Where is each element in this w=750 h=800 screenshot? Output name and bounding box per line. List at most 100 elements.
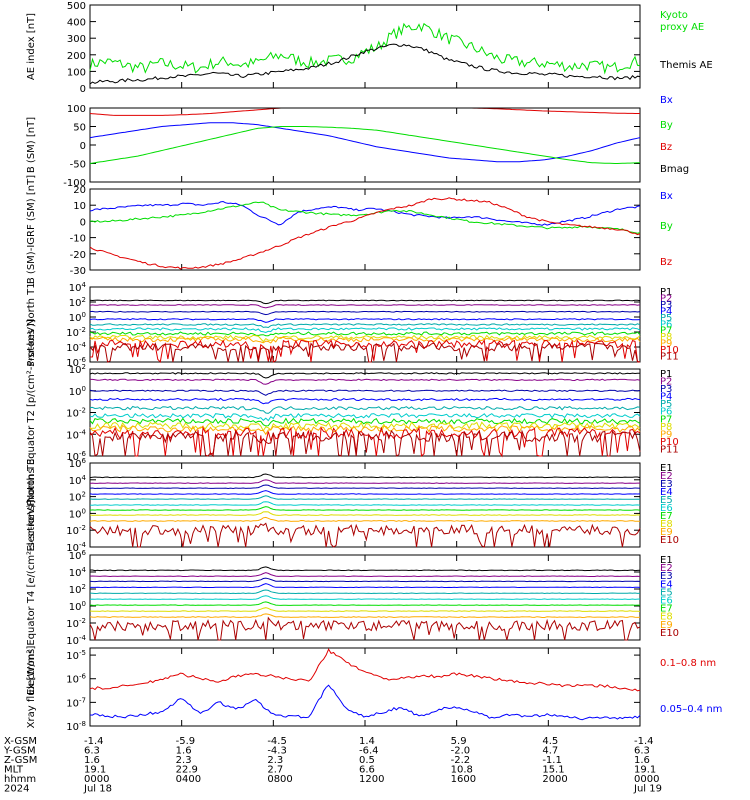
axis-row-value: 19.1 — [84, 765, 106, 776]
series-line-e5 — [89, 495, 641, 500]
y-tick-label: 100 — [69, 600, 86, 613]
legend-entry: P10 — [660, 345, 679, 356]
legend-entry: P11 — [660, 444, 679, 455]
y-axis-label: Electrons Equator T4 [e/(cm²-s-sr-keV)] — [26, 500, 37, 695]
legend-entry: E4 — [660, 487, 673, 498]
series-line-e7 — [89, 601, 640, 606]
series-line-p3 — [89, 310, 641, 316]
series-line-p3 — [89, 389, 641, 396]
legend-entry: P4 — [660, 306, 672, 317]
axis-row-value: 5.9 — [451, 736, 467, 747]
legend-entry: E6 — [660, 503, 673, 514]
axis-row-value: 1.6 — [634, 755, 650, 766]
axis-row-label: 2024 — [4, 784, 29, 795]
legend-entry: By — [660, 120, 673, 131]
y-tick-label: 104 — [69, 281, 87, 294]
y-axis-label: B (SM) [nT] — [26, 117, 37, 173]
legend-entry: E4 — [660, 579, 673, 590]
legend-entry: E7 — [660, 604, 673, 615]
series-line-p9 — [89, 424, 641, 436]
y-tick-label: 20 — [73, 185, 86, 196]
panel-frame — [89, 107, 641, 183]
series-line-p2 — [90, 378, 641, 385]
y-tick-label: 10-4 — [66, 341, 86, 354]
series-line-p7 — [89, 331, 641, 337]
legend-entry: P7 — [660, 414, 672, 425]
axis-row-value: Jul 18 — [83, 784, 112, 795]
legend-entry: P3 — [660, 384, 672, 395]
series-line-p4 — [89, 397, 641, 405]
axis-row-value: -4.5 — [267, 736, 287, 747]
y-tick-label: 10-4 — [66, 634, 86, 647]
y-tick-label: 200 — [67, 51, 86, 62]
legend-entry: P2 — [660, 293, 672, 304]
axis-row-value: 6.3 — [84, 746, 100, 757]
axis-row-value: 1.4 — [359, 736, 375, 747]
legend-entry: Bx — [660, 95, 673, 106]
panel-frame — [89, 647, 641, 727]
axis-row-value: 19.1 — [634, 765, 656, 776]
legend-entry: E3 — [660, 571, 673, 582]
legend-entry: P6 — [660, 319, 672, 330]
series-line-p1 — [89, 299, 641, 305]
axis-row-value: 1600 — [451, 774, 476, 785]
series-line-p7 — [89, 417, 641, 427]
axis-row-value: 6.3 — [634, 746, 650, 757]
y-tick-label: -10 — [70, 234, 86, 245]
series-line-e1 — [90, 566, 641, 572]
panel-frame — [89, 188, 641, 271]
y-tick-label: 10-2 — [66, 617, 86, 630]
series-line-p4 — [89, 318, 641, 323]
y-tick-label: 500 — [67, 1, 86, 12]
y-tick-label: -50 — [70, 160, 86, 171]
y-tick-label: 104 — [69, 566, 87, 579]
legend-entry: E7 — [660, 511, 673, 522]
y-tick-label: 0 — [80, 84, 86, 95]
series-line-p5 — [89, 323, 641, 329]
series-line-kyoto-proxy-ae — [89, 22, 641, 75]
series-line-p5 — [89, 405, 641, 414]
series-line-p2 — [89, 304, 641, 309]
y-tick-label: 10-2 — [66, 407, 86, 420]
legend-entry: P1 — [660, 287, 672, 298]
legend-entry: E1 — [660, 555, 673, 566]
legend-entry: P3 — [660, 300, 672, 311]
y-tick-label: 106 — [69, 457, 87, 470]
legend-entry: P7 — [660, 326, 672, 337]
legend-entry: 0.1–0.8 nm — [660, 658, 716, 669]
legend-entry: P8 — [660, 332, 672, 343]
legend-entry: P9 — [660, 339, 672, 350]
legend-entry: P10 — [660, 437, 679, 448]
legend-entry: E8 — [660, 612, 673, 623]
y-tick-label: 100 — [69, 507, 86, 520]
series-line-bx — [89, 200, 641, 226]
axis-row-value: 6.6 — [359, 765, 375, 776]
axis-row-value: 4.7 — [542, 746, 558, 757]
legend-entry: P8 — [660, 422, 672, 433]
legend-entry: Themis AE — [659, 60, 713, 71]
y-axis-label: Electrons North T3 — [26, 458, 37, 551]
y-tick-label: 50 — [73, 123, 86, 134]
series-line-themis-ae — [89, 43, 641, 85]
y-tick-label: 400 — [67, 18, 86, 29]
series-line-e2 — [89, 479, 640, 484]
axis-row-value: 0000 — [634, 774, 659, 785]
legend-entry: E5 — [660, 495, 673, 506]
series-line-p9 — [89, 336, 641, 344]
axis-row-value: 1200 — [359, 774, 384, 785]
series-line-e8 — [89, 607, 641, 612]
legend-entry: E1 — [660, 463, 673, 474]
series-line-by — [89, 126, 640, 164]
y-axis-label: B (SM)-IGRF (SM) [nT] — [26, 175, 37, 284]
legend-entry: P6 — [660, 407, 672, 418]
axis-row-value: -6.4 — [359, 746, 379, 757]
axis-row-value: 0400 — [176, 774, 201, 785]
y-tick-label: -20 — [70, 250, 86, 261]
axis-row-value: 2.3 — [267, 755, 283, 766]
series-line-e9 — [89, 516, 640, 522]
series-line-p1 — [89, 372, 640, 379]
y-tick-label: 100 — [67, 104, 86, 115]
legend-entry: P11 — [660, 352, 679, 363]
y-tick-label: 102 — [69, 296, 86, 309]
